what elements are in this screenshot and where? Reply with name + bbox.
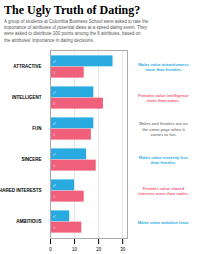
- html-text:The Ugly Truth of Dating?: The Ugly Truth of Dating?: [4, 3, 141, 17]
- svg-text:♂: ♂: [53, 58, 57, 64]
- svg-text:SHARED INTERESTS: SHARED INTERESTS: [0, 188, 42, 193]
- svg-text:♂: ♂: [53, 120, 57, 126]
- svg-text:♂: ♂: [53, 182, 57, 188]
- svg-text:♂: ♂: [53, 213, 57, 219]
- svg-text:FUN: FUN: [32, 126, 41, 131]
- svg-text:0: 0: [49, 247, 52, 252]
- svg-text:Males value ambition least.: Males value ambition least.: [138, 220, 190, 225]
- svg-text:♀: ♀: [53, 193, 57, 199]
- svg-text:♀: ♀: [53, 69, 57, 75]
- svg-text:SINCERE: SINCERE: [21, 157, 41, 162]
- svg-text:INTELLIGENT: INTELLIGENT: [12, 95, 42, 100]
- svg-text:Males and females are onthe sa: Males and females are onthe same page wh…: [139, 121, 188, 137]
- svg-text:Males value sincerity lessthan: Males value sincerity lessthan females.: [139, 155, 189, 165]
- svg-text:♀: ♀: [53, 100, 57, 106]
- svg-text:♀: ♀: [53, 224, 57, 230]
- svg-text:Males value attractivenessmore: Males value attractivenessmore than fema…: [138, 62, 189, 72]
- svg-text:AMBITIOUS: AMBITIOUS: [16, 219, 41, 224]
- svg-text:♀: ♀: [53, 162, 57, 168]
- svg-text:♂: ♂: [53, 89, 57, 95]
- svg-text:Females value sharedinterests: Females value sharedinterests more than …: [138, 186, 189, 196]
- svg-text:♂: ♂: [53, 151, 57, 157]
- svg-text:30: 30: [120, 247, 126, 252]
- svg-text:♀: ♀: [53, 131, 57, 137]
- svg-text:Females value intelligencemore: Females value intelligencemore than male…: [138, 93, 189, 103]
- html-text:A group of students at Columbi: A group of students at Columbia Business…: [4, 19, 149, 43]
- svg-text:20: 20: [96, 247, 102, 252]
- svg-text:10: 10: [72, 247, 78, 252]
- svg-text:ATTRACTIVE: ATTRACTIVE: [13, 64, 41, 69]
